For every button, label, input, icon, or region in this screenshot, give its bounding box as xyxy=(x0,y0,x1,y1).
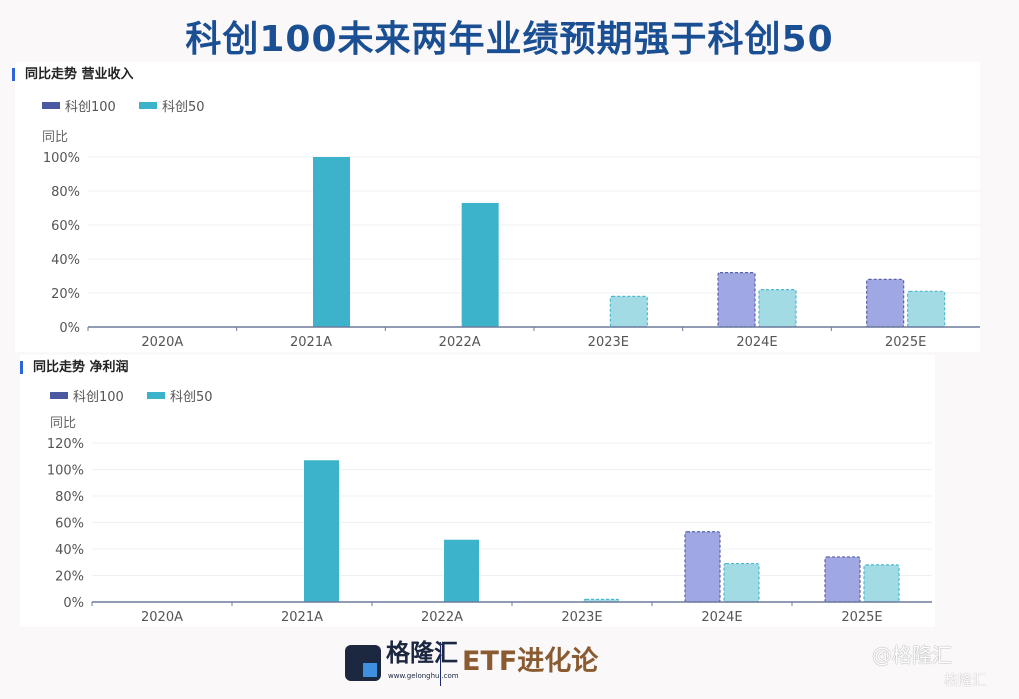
profit-chart-panel: 同比走势 净利润 科创100 科创50 同比 0% 20% 40% 60% 80% 100% 12… xyxy=(20,355,935,627)
bar-kc50 xyxy=(723,562,760,603)
y-tick-label: 20% xyxy=(51,287,80,302)
bar-kc50 xyxy=(758,289,797,328)
legend-label: 科创100 xyxy=(65,100,116,115)
x-tick-label: 2023E xyxy=(561,610,602,625)
gelonghui-logo-icon xyxy=(345,645,381,681)
y-tick-label: 0% xyxy=(63,596,84,611)
legend-swatch xyxy=(139,102,157,109)
legend-swatch xyxy=(147,392,165,399)
logo-url: www.gelonghui.com xyxy=(388,672,459,680)
bar-kc50 xyxy=(461,202,499,327)
y-tick-label: 80% xyxy=(55,490,84,505)
y-tick-label: 0% xyxy=(59,321,80,336)
x-tick-label: 2021A xyxy=(281,610,323,625)
x-tick-label: 2023E xyxy=(588,335,629,350)
y-tick-label: 80% xyxy=(51,185,80,200)
brand-label: ETF进化论 xyxy=(462,646,599,677)
bar-kc100 xyxy=(684,531,721,603)
profit-chart: 科创100 科创50 同比 0% 20% 40% 60% 80% 100% 120% 2020A 20… xyxy=(47,390,932,625)
legend-label: 科创50 xyxy=(162,100,205,115)
bar-kc50 xyxy=(444,539,479,602)
x-tick-label: 2020A xyxy=(141,335,183,350)
y-tick-label: 60% xyxy=(51,219,80,234)
y-tick-label: 60% xyxy=(55,517,84,532)
legend-swatch xyxy=(42,102,60,109)
bar-kc50 xyxy=(907,290,946,328)
legend-swatch xyxy=(50,392,68,399)
y-tick-label: 20% xyxy=(55,570,84,585)
x-tick-label: 2024E xyxy=(701,610,742,625)
revenue-chart-title: 同比走势 营业收入 xyxy=(12,68,134,81)
bar-kc50 xyxy=(304,460,339,602)
x-tick-label: 2024E xyxy=(736,335,777,350)
revenue-chart: 科创100 科创50 同比 0% 20% 40% 60% 80% 100% 2020A 2021A 2… xyxy=(42,100,980,350)
bar-kc50 xyxy=(863,564,900,603)
x-tick-label: 2025E xyxy=(885,335,926,350)
y-axis-label: 同比 xyxy=(42,130,68,145)
y-tick-label: 120% xyxy=(47,437,84,452)
bar-kc50 xyxy=(609,295,648,328)
y-tick-label: 100% xyxy=(47,464,84,479)
logo-name: 格隆汇 xyxy=(386,639,458,667)
x-tick-label: 2022A xyxy=(421,610,463,625)
profit-chart-title: 同比走势 净利润 xyxy=(20,361,129,374)
x-tick-label: 2022A xyxy=(439,335,481,350)
legend-label: 科创50 xyxy=(170,390,213,405)
revenue-chart-panel: 同比走势 营业收入 科创100 科创50 同比 0% 20% 40% 60% 80% 100% 2… xyxy=(12,62,980,352)
watermark: @格隆汇 xyxy=(872,643,952,667)
bar-kc100 xyxy=(717,272,756,328)
y-axis-label: 同比 xyxy=(50,416,76,431)
x-tick-label: 2025E xyxy=(841,610,882,625)
bar-kc100 xyxy=(866,278,905,328)
bar-kc100 xyxy=(824,556,861,603)
watermark-small: 格隆汇 xyxy=(944,673,986,689)
bar-kc50 xyxy=(313,157,350,327)
legend-label: 科创100 xyxy=(73,390,124,405)
y-tick-label: 100% xyxy=(43,151,80,166)
y-tick-label: 40% xyxy=(55,543,84,558)
page-title: 科创100未来两年业绩预期强于科创50 xyxy=(185,19,834,60)
y-tick-label: 40% xyxy=(51,253,80,268)
footer-divider xyxy=(440,642,441,686)
x-tick-label: 2021A xyxy=(290,335,332,350)
x-tick-label: 2020A xyxy=(141,610,183,625)
